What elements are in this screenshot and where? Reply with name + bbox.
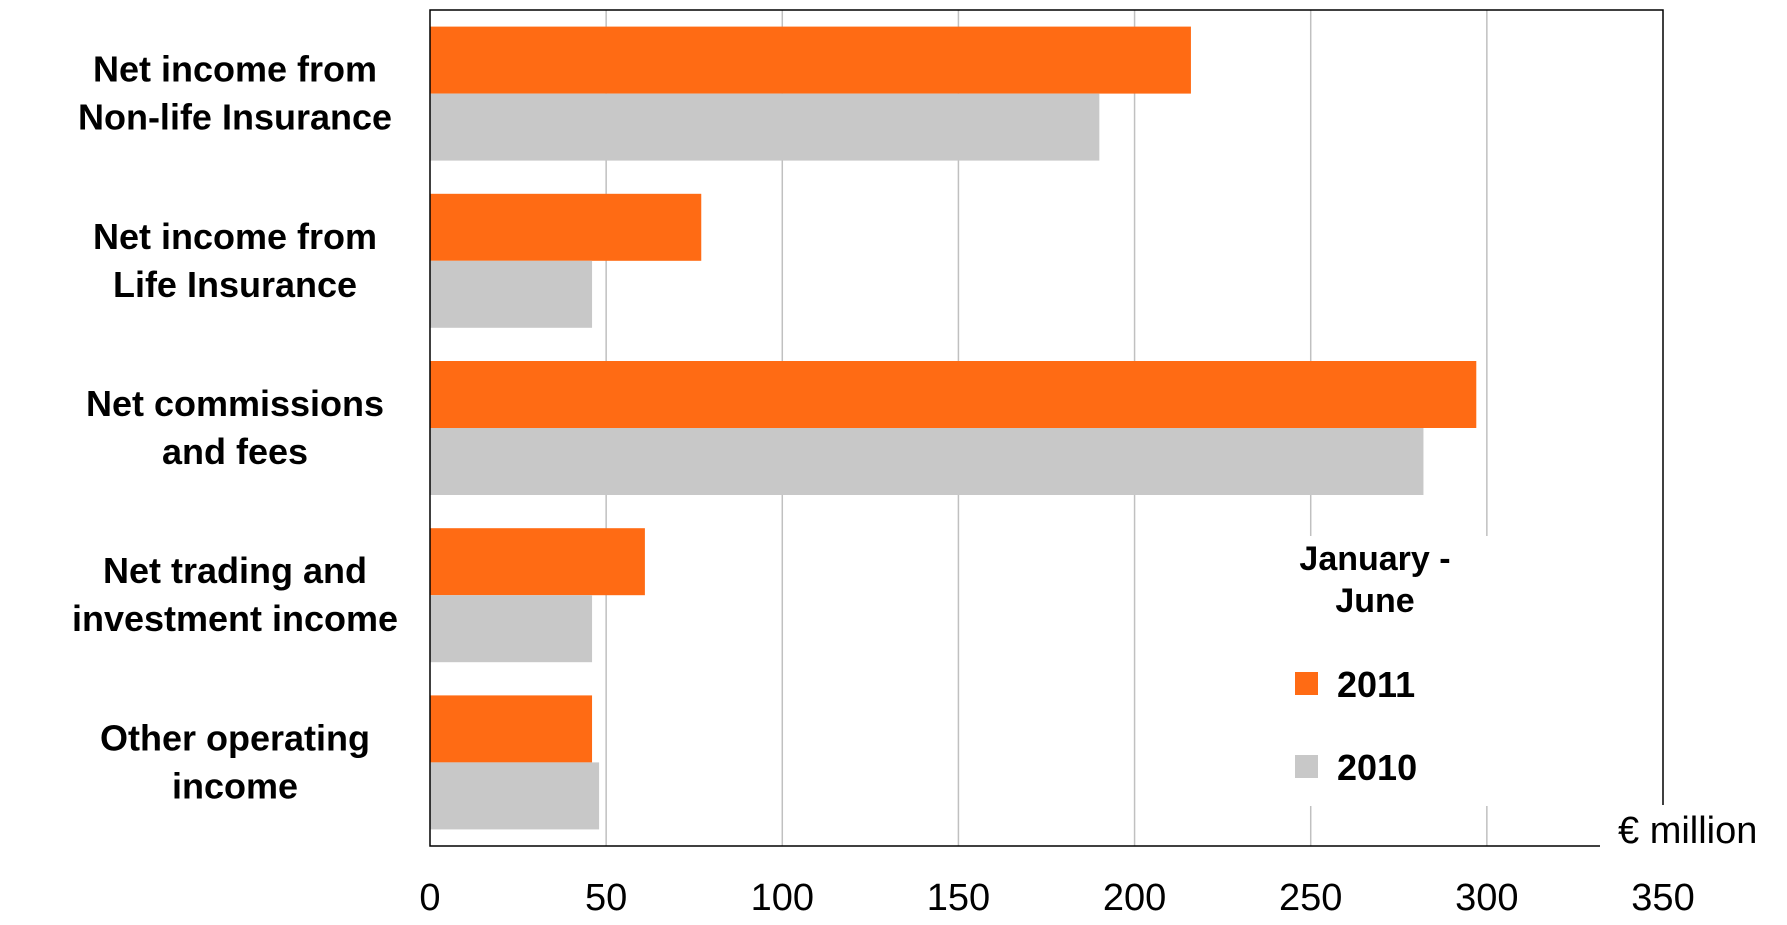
- legend-title-line-2: June: [1335, 582, 1414, 620]
- legend-swatch-2010: [1295, 755, 1318, 778]
- bar-2010-cat-3: [430, 595, 593, 663]
- bar-2010-cat-2: [430, 428, 1424, 495]
- bar-2011-cat-4: [430, 695, 593, 763]
- category-label-0-line-0: Net income from: [93, 49, 377, 90]
- category-label-2-line-1: and fees: [162, 431, 308, 472]
- x-tick-label-7: 350: [1631, 877, 1694, 919]
- category-label-4-line-0: Other operating: [100, 717, 370, 758]
- x-tick-label-4: 200: [1103, 877, 1166, 919]
- bar-2011-cat-3: [430, 528, 645, 596]
- bar-2010-cat-0: [430, 93, 1100, 161]
- x-tick-label-6: 300: [1455, 877, 1518, 919]
- category-label-0-line-1: Non-life Insurance: [78, 97, 392, 138]
- bar-2011-cat-2: [430, 361, 1477, 428]
- x-tick-label-5: 250: [1279, 877, 1342, 919]
- bar-2011-cat-0: [430, 26, 1191, 94]
- bar-2010-cat-1: [430, 260, 593, 328]
- x-tick-label-2: 100: [751, 877, 814, 919]
- category-label-1-line-1: Life Insurance: [113, 264, 357, 305]
- unit-label-background: [1600, 805, 1787, 855]
- legend-label-2010: 2010: [1337, 747, 1417, 788]
- bar-2011-cat-1: [430, 193, 702, 261]
- bars: [430, 26, 1477, 830]
- category-label-3-line-0: Net trading and: [103, 550, 367, 591]
- category-labels: Net income from Non-life Insurance Net inc…: [72, 49, 398, 807]
- x-tick-label-1: 50: [585, 877, 627, 919]
- unit-label: € million: [1618, 810, 1757, 852]
- legend-background: [1268, 536, 1638, 806]
- x-axis-tick-labels: 0 50 100 150 200 250 300 350: [419, 877, 1694, 919]
- legend: January - June 2011 2010: [1268, 536, 1638, 806]
- bar-2010-cat-4: [430, 762, 600, 830]
- plot-frame: [429, 9, 1664, 847]
- x-tick-label-3: 150: [927, 877, 990, 919]
- category-label-4-line-1: income: [172, 765, 298, 806]
- legend-swatch-2011: [1295, 672, 1318, 695]
- category-label-1-line-0: Net income from: [93, 216, 377, 257]
- legend-label-2011: 2011: [1337, 664, 1415, 705]
- category-label-2-line-0: Net commissions: [86, 383, 384, 424]
- x-tick-label-0: 0: [419, 877, 440, 919]
- legend-title-line-1: January -: [1299, 540, 1450, 578]
- category-label-3-line-1: investment income: [72, 598, 398, 639]
